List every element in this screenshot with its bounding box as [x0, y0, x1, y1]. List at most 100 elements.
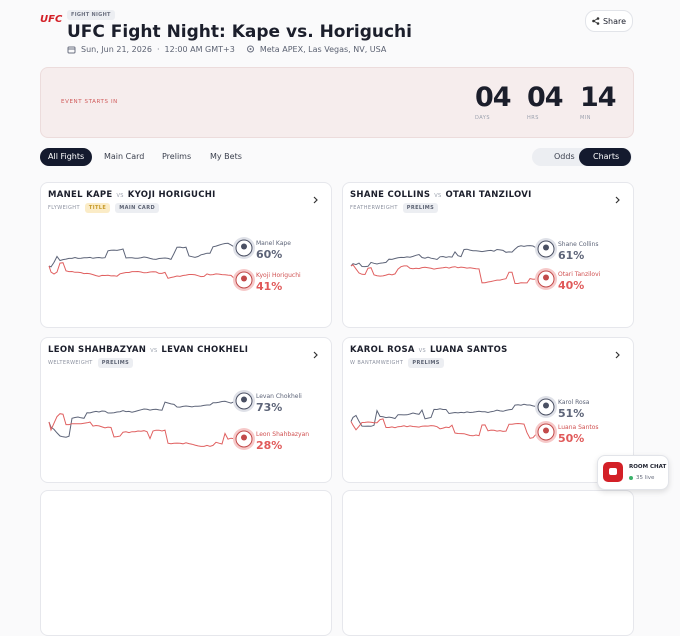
event-title: UFC Fight Night: Kape vs. Horiguchi	[67, 22, 412, 42]
win-probability: 28%	[256, 439, 283, 452]
tag: PRELIMS	[402, 203, 439, 213]
page: UFC FIGHT NIGHT UFC Fight Night: Kape vs…	[40, 10, 669, 636]
event-badge: FIGHT NIGHT	[67, 10, 115, 20]
tab[interactable]: Prelims	[162, 152, 192, 161]
fighter-a: LEON SHAHBAZYAN	[48, 345, 147, 355]
tab[interactable]: All Fights	[40, 148, 93, 166]
avatar-face	[241, 434, 247, 441]
chevron	[615, 196, 620, 204]
countdown-unit: DAYS	[475, 115, 491, 121]
division: FLYWEIGHT	[48, 205, 80, 211]
fighter-b: LUANA SANTOS	[430, 345, 508, 355]
toggle-option[interactable]: Odds	[554, 152, 575, 161]
win-probability: 61%	[558, 249, 585, 262]
fight-meta: FEATHERWEIGHT PRELIMS	[350, 203, 439, 213]
share-label: Share	[602, 16, 627, 26]
fighter-name: Kyoji Horiguchi	[256, 272, 301, 279]
division: WELTERWEIGHT	[48, 360, 93, 366]
fighter-b: KYOJI HORIGUCHI	[127, 190, 216, 200]
chevron	[313, 196, 318, 204]
share-icon	[592, 17, 600, 25]
tab[interactable]: My Bets	[210, 152, 242, 161]
countdown-value: 14	[580, 82, 617, 113]
fight-title: MANEL KAPE VS KYOJI HORIGUCHI	[48, 190, 216, 200]
live-dot	[629, 476, 633, 480]
tag: PRELIMS	[97, 358, 134, 368]
fight-card[interactable]: MANEL KAPE VS KYOJI HORIGUCHI FLYWEIGHT TITL…	[40, 182, 332, 328]
event-venue: Meta APEX, Las Vegas, NV, USA	[259, 45, 387, 54]
logo: UFC	[40, 14, 63, 25]
chat-status-row: 35 live	[629, 475, 654, 481]
fighter-a: KAROL ROSA	[350, 345, 415, 355]
fighter-name: Otari Tanzilovi	[558, 271, 601, 278]
fighter-name: Leon Shahbazyan	[256, 431, 310, 438]
chat-glyph	[609, 468, 617, 475]
vs: VS	[434, 193, 442, 199]
avatar-face	[241, 243, 247, 250]
tag: MAIN CARD	[115, 203, 159, 213]
fight-card[interactable]: KAROL ROSA VS LUANA SANTOS W BANTAMWEIGHT PR…	[342, 337, 634, 483]
fighter-b: OTARI TANZILOVI	[445, 190, 532, 200]
chat-status: 35 live	[636, 475, 655, 481]
chevron	[313, 351, 318, 359]
vs: VS	[418, 348, 426, 354]
division: W BANTAMWEIGHT	[350, 360, 404, 366]
tag: TITLE	[84, 203, 111, 213]
countdown-unit: MIN	[580, 115, 592, 121]
odds-chart	[48, 351, 318, 450]
odds-line-top	[48, 242, 237, 268]
avatar-face	[543, 274, 549, 281]
avatar-face	[543, 244, 549, 251]
odds-chart	[350, 196, 620, 290]
fighter-name: Manel Kape	[256, 240, 291, 247]
odds-line-top	[48, 400, 237, 438]
fight-title: LEON SHAHBAZYAN VS LEVAN CHOKHELI	[48, 345, 248, 355]
odds-chart	[48, 196, 318, 291]
pin-icon	[246, 45, 254, 53]
event-meta: Sun, Jun 21, 2026 · 12:00 AM GMT+3 Meta …	[67, 45, 386, 54]
toggle-option[interactable]: Charts	[579, 148, 631, 166]
win-probability: 50%	[558, 432, 585, 445]
fighter-name: Karol Rosa	[558, 399, 590, 406]
countdown-label: EVENT STARTS IN	[61, 99, 118, 105]
odds-line-top	[350, 403, 539, 427]
share-button[interactable]: Share	[585, 10, 633, 32]
chat-title: ROOM CHAT	[629, 464, 667, 470]
event-time: 12:00 AM GMT+3	[164, 45, 235, 54]
chat-icon	[603, 462, 623, 482]
fight-card[interactable]: LEON SHAHBAZYAN VS LEVAN CHOKHELI WELTERWEI…	[40, 337, 332, 483]
fight-card	[40, 490, 332, 636]
odds-line-bottom	[48, 413, 237, 447]
separator: ·	[156, 45, 160, 54]
odds-line-bottom	[350, 418, 539, 439]
fight-card	[342, 490, 634, 636]
tag: PRELIMS	[408, 358, 444, 368]
countdown-value: 04	[527, 82, 564, 113]
avatar-face	[543, 427, 549, 434]
event-date: Sun, Jun 21, 2026	[81, 45, 152, 54]
vs: VS	[116, 193, 124, 199]
fight-card[interactable]: SHANE COLLINS VS OTARI TANZILOVI FEATHERWEI…	[342, 182, 634, 328]
room-chat[interactable]: ROOM CHAT 35 live	[597, 455, 669, 490]
avatar-face	[241, 396, 247, 403]
win-probability: 73%	[256, 401, 283, 414]
calendar-icon	[67, 46, 76, 54]
fight-meta: WELTERWEIGHT PRELIMS	[48, 358, 134, 368]
win-probability: 51%	[558, 407, 585, 420]
tab[interactable]: Main Card	[104, 152, 145, 161]
win-probability: 40%	[558, 279, 585, 292]
fight-meta: FLYWEIGHT TITLE MAIN CARD	[48, 203, 159, 213]
fighter-b: LEVAN CHOKHELI	[161, 345, 249, 355]
countdown-panel: EVENT STARTS IN 04 DAYS 04 HRS 14 MIN	[40, 67, 634, 138]
odds-line-bottom	[48, 262, 237, 281]
fight-meta: W BANTAMWEIGHT PRELIMS	[350, 358, 444, 368]
chevron	[615, 351, 620, 359]
win-probability: 41%	[256, 280, 283, 293]
vs: VS	[150, 348, 158, 354]
avatar-face	[241, 275, 247, 282]
odds-chart	[350, 351, 620, 443]
countdown-value: 04	[475, 82, 512, 113]
odds-line-bottom	[350, 264, 539, 284]
fighter-a: MANEL KAPE	[48, 190, 113, 200]
fight-title: SHANE COLLINS VS OTARI TANZILOVI	[350, 190, 532, 200]
